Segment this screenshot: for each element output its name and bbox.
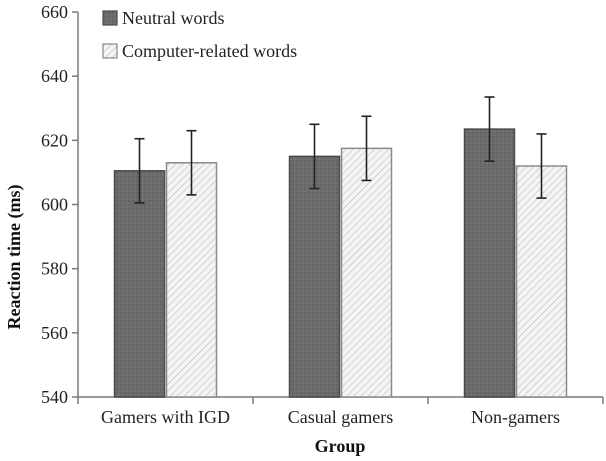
legend: Neutral words Computer-related words <box>102 8 297 61</box>
y-tick-label: 620 <box>41 130 68 150</box>
legend-label: Computer-related words <box>122 41 297 61</box>
x-tick-label: Casual gamers <box>288 407 393 427</box>
bar-computer-related <box>515 165 568 398</box>
bar-neutral <box>288 155 341 398</box>
bar-computer-related <box>340 147 393 398</box>
x-axis: Gamers with IGD Casual gamers Non-gamers <box>77 396 604 427</box>
legend-label: Neutral words <box>122 8 224 28</box>
y-tick-label: 660 <box>41 2 68 22</box>
legend-swatch <box>102 10 118 26</box>
x-tick-label: Gamers with IGD <box>101 407 230 427</box>
bar-neutral <box>463 128 516 398</box>
y-tick-label: 560 <box>41 323 68 343</box>
x-axis-title: Group <box>315 436 366 456</box>
y-tick-label: 640 <box>41 66 68 86</box>
y-tick-label: 580 <box>41 259 68 279</box>
y-tick-label: 540 <box>41 387 68 407</box>
bar-neutral <box>113 170 166 398</box>
bars <box>113 96 568 398</box>
bar-computer-related <box>165 162 218 398</box>
y-tick-label: 600 <box>41 195 68 215</box>
x-tick-label: Non-gamers <box>471 407 560 427</box>
legend-swatch <box>102 43 118 59</box>
y-axis: 540 560 580 600 620 640 660 <box>41 2 79 407</box>
y-axis-title: Reaction time (ms) <box>4 185 25 330</box>
